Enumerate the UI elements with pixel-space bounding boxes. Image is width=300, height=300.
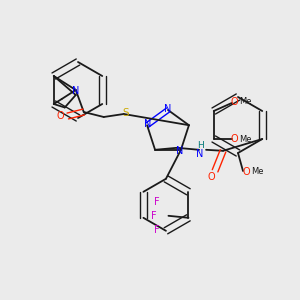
Text: H: H	[197, 141, 203, 150]
Text: N: N	[72, 86, 80, 96]
Text: N: N	[164, 104, 172, 114]
Text: F: F	[154, 225, 159, 235]
Text: O: O	[57, 111, 64, 121]
Text: O: O	[207, 172, 215, 182]
Text: F: F	[154, 197, 159, 207]
Text: O: O	[231, 134, 238, 144]
Text: N: N	[196, 149, 204, 159]
Text: S: S	[122, 108, 129, 118]
Text: Me: Me	[251, 167, 263, 176]
Text: O: O	[242, 167, 250, 177]
Text: N: N	[144, 119, 152, 129]
Text: Me: Me	[239, 134, 252, 143]
Text: F: F	[151, 211, 156, 221]
Text: O: O	[231, 97, 238, 107]
Text: Me: Me	[239, 98, 252, 106]
Text: N: N	[176, 146, 184, 156]
